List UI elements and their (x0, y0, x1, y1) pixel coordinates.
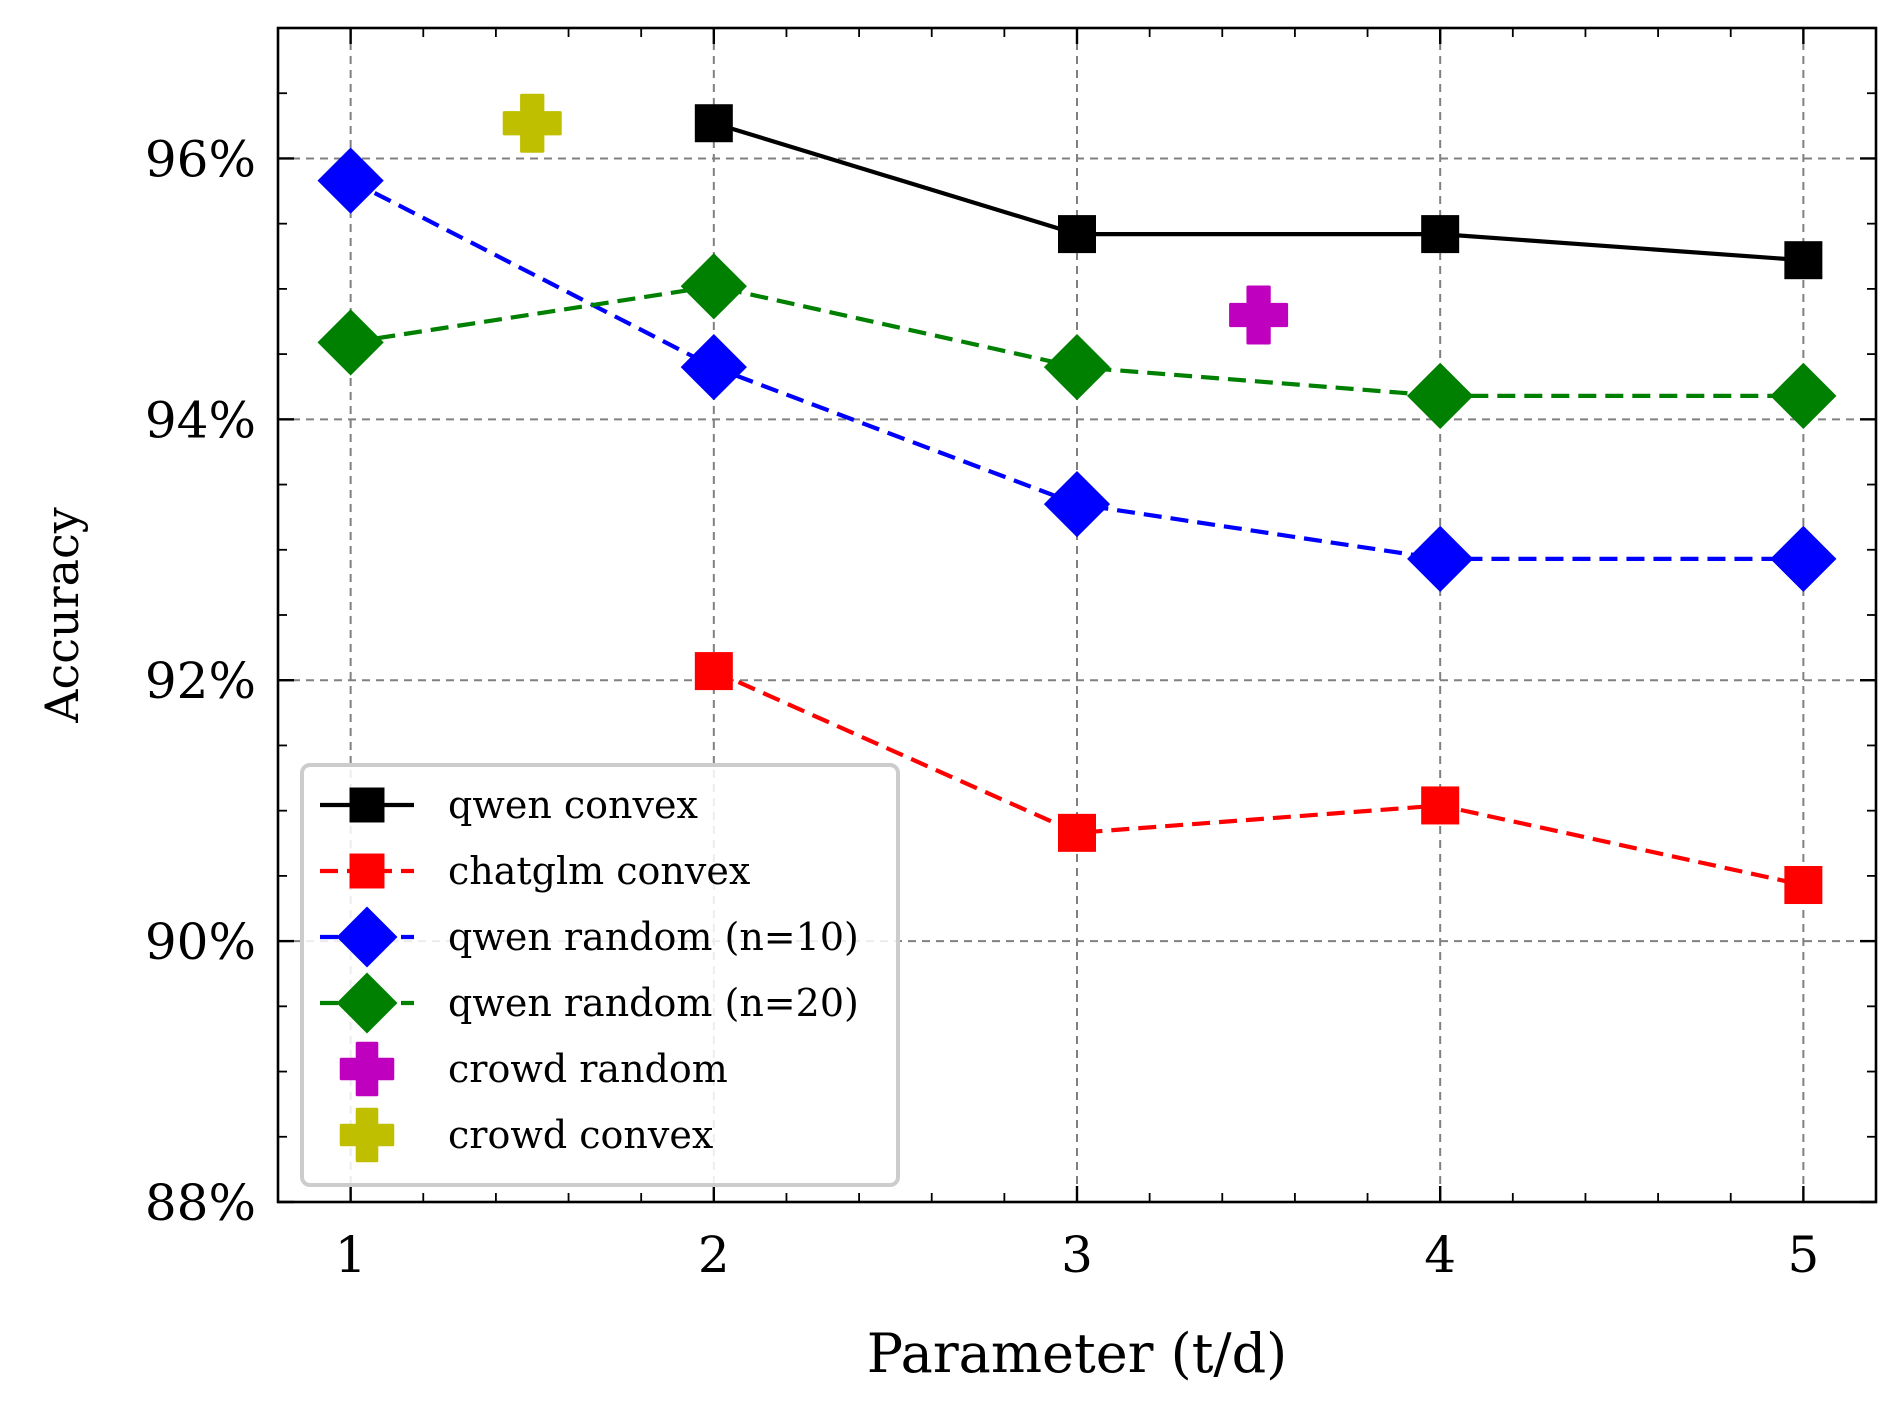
data-point (317, 309, 384, 376)
x-tick-label: 5 (1787, 1226, 1819, 1284)
data-point (1043, 471, 1111, 538)
legend: qwen convex chatglm convex qwen random (n=… (300, 763, 900, 1187)
legend-marker (339, 1041, 395, 1097)
y-tick-label: 90% (145, 913, 256, 971)
legend-item: qwen random (n=10) (320, 906, 859, 968)
series-qwen-convex (694, 104, 1823, 280)
x-tick-label: 4 (1424, 1226, 1456, 1284)
data-point (1421, 215, 1460, 254)
tick-labels: 1 2 3 4 5 88% 90% 92% 94% 96% (145, 130, 1819, 1284)
legend-box (300, 763, 900, 1187)
data-point (1058, 215, 1096, 254)
legend-item: chatglm convex (320, 849, 750, 893)
legend-label: chatglm convex (448, 849, 750, 893)
legend-label: qwen random (n=20) (448, 981, 859, 1025)
y-axis-label: Accuracy (35, 507, 89, 724)
series-line (713, 121, 1804, 263)
y-tick-label: 88% (145, 1174, 256, 1232)
series-chatglm-convex (694, 652, 1823, 905)
y-tick-label: 96% (145, 130, 256, 188)
x-tick-label: 3 (1061, 1226, 1093, 1284)
data-point (1770, 525, 1837, 593)
legend-item: crowd convex (339, 1107, 713, 1163)
legend-marker (349, 787, 385, 823)
y-tick-label: 92% (145, 652, 256, 710)
legend-label: crowd convex (448, 1113, 713, 1157)
legend-item: crowd random (339, 1041, 728, 1097)
plot-frame (276, 26, 1878, 1204)
data-point (502, 93, 562, 153)
data-point (1407, 525, 1474, 593)
legend-marker (336, 972, 398, 1034)
data-point (1784, 866, 1823, 905)
x-tick-label: 1 (335, 1226, 367, 1284)
legend-marker (349, 853, 385, 889)
data-point (1229, 285, 1289, 345)
data-point (1407, 362, 1474, 429)
data-point (1770, 362, 1837, 429)
legend-marker (336, 906, 398, 968)
series-line (712, 669, 1804, 888)
legend-label: qwen random (n=10) (448, 915, 859, 959)
data-point (680, 334, 747, 401)
series-layer (317, 93, 1837, 905)
legend-item: qwen random (n=20) (320, 972, 859, 1034)
y-tick-label: 94% (145, 391, 256, 449)
series-crowd-random (1229, 285, 1289, 345)
legend-item: qwen convex (320, 783, 698, 827)
legend-label: crowd random (448, 1047, 728, 1091)
data-point (694, 104, 733, 143)
data-point (680, 253, 747, 320)
data-point (317, 147, 384, 214)
series-qwen-random-n-20- (317, 253, 1837, 429)
legend-label: qwen convex (448, 783, 698, 827)
major-ticks (278, 28, 1876, 1204)
legend-marker (339, 1107, 395, 1163)
x-axis-label: Parameter (t/d) (867, 1322, 1288, 1385)
series-crowd-convex (502, 93, 562, 153)
x-tick-label: 2 (698, 1226, 730, 1284)
data-point (1784, 241, 1823, 280)
data-point (1421, 786, 1460, 825)
data-point (1058, 813, 1096, 852)
data-point (1043, 334, 1111, 401)
data-point (694, 652, 733, 691)
